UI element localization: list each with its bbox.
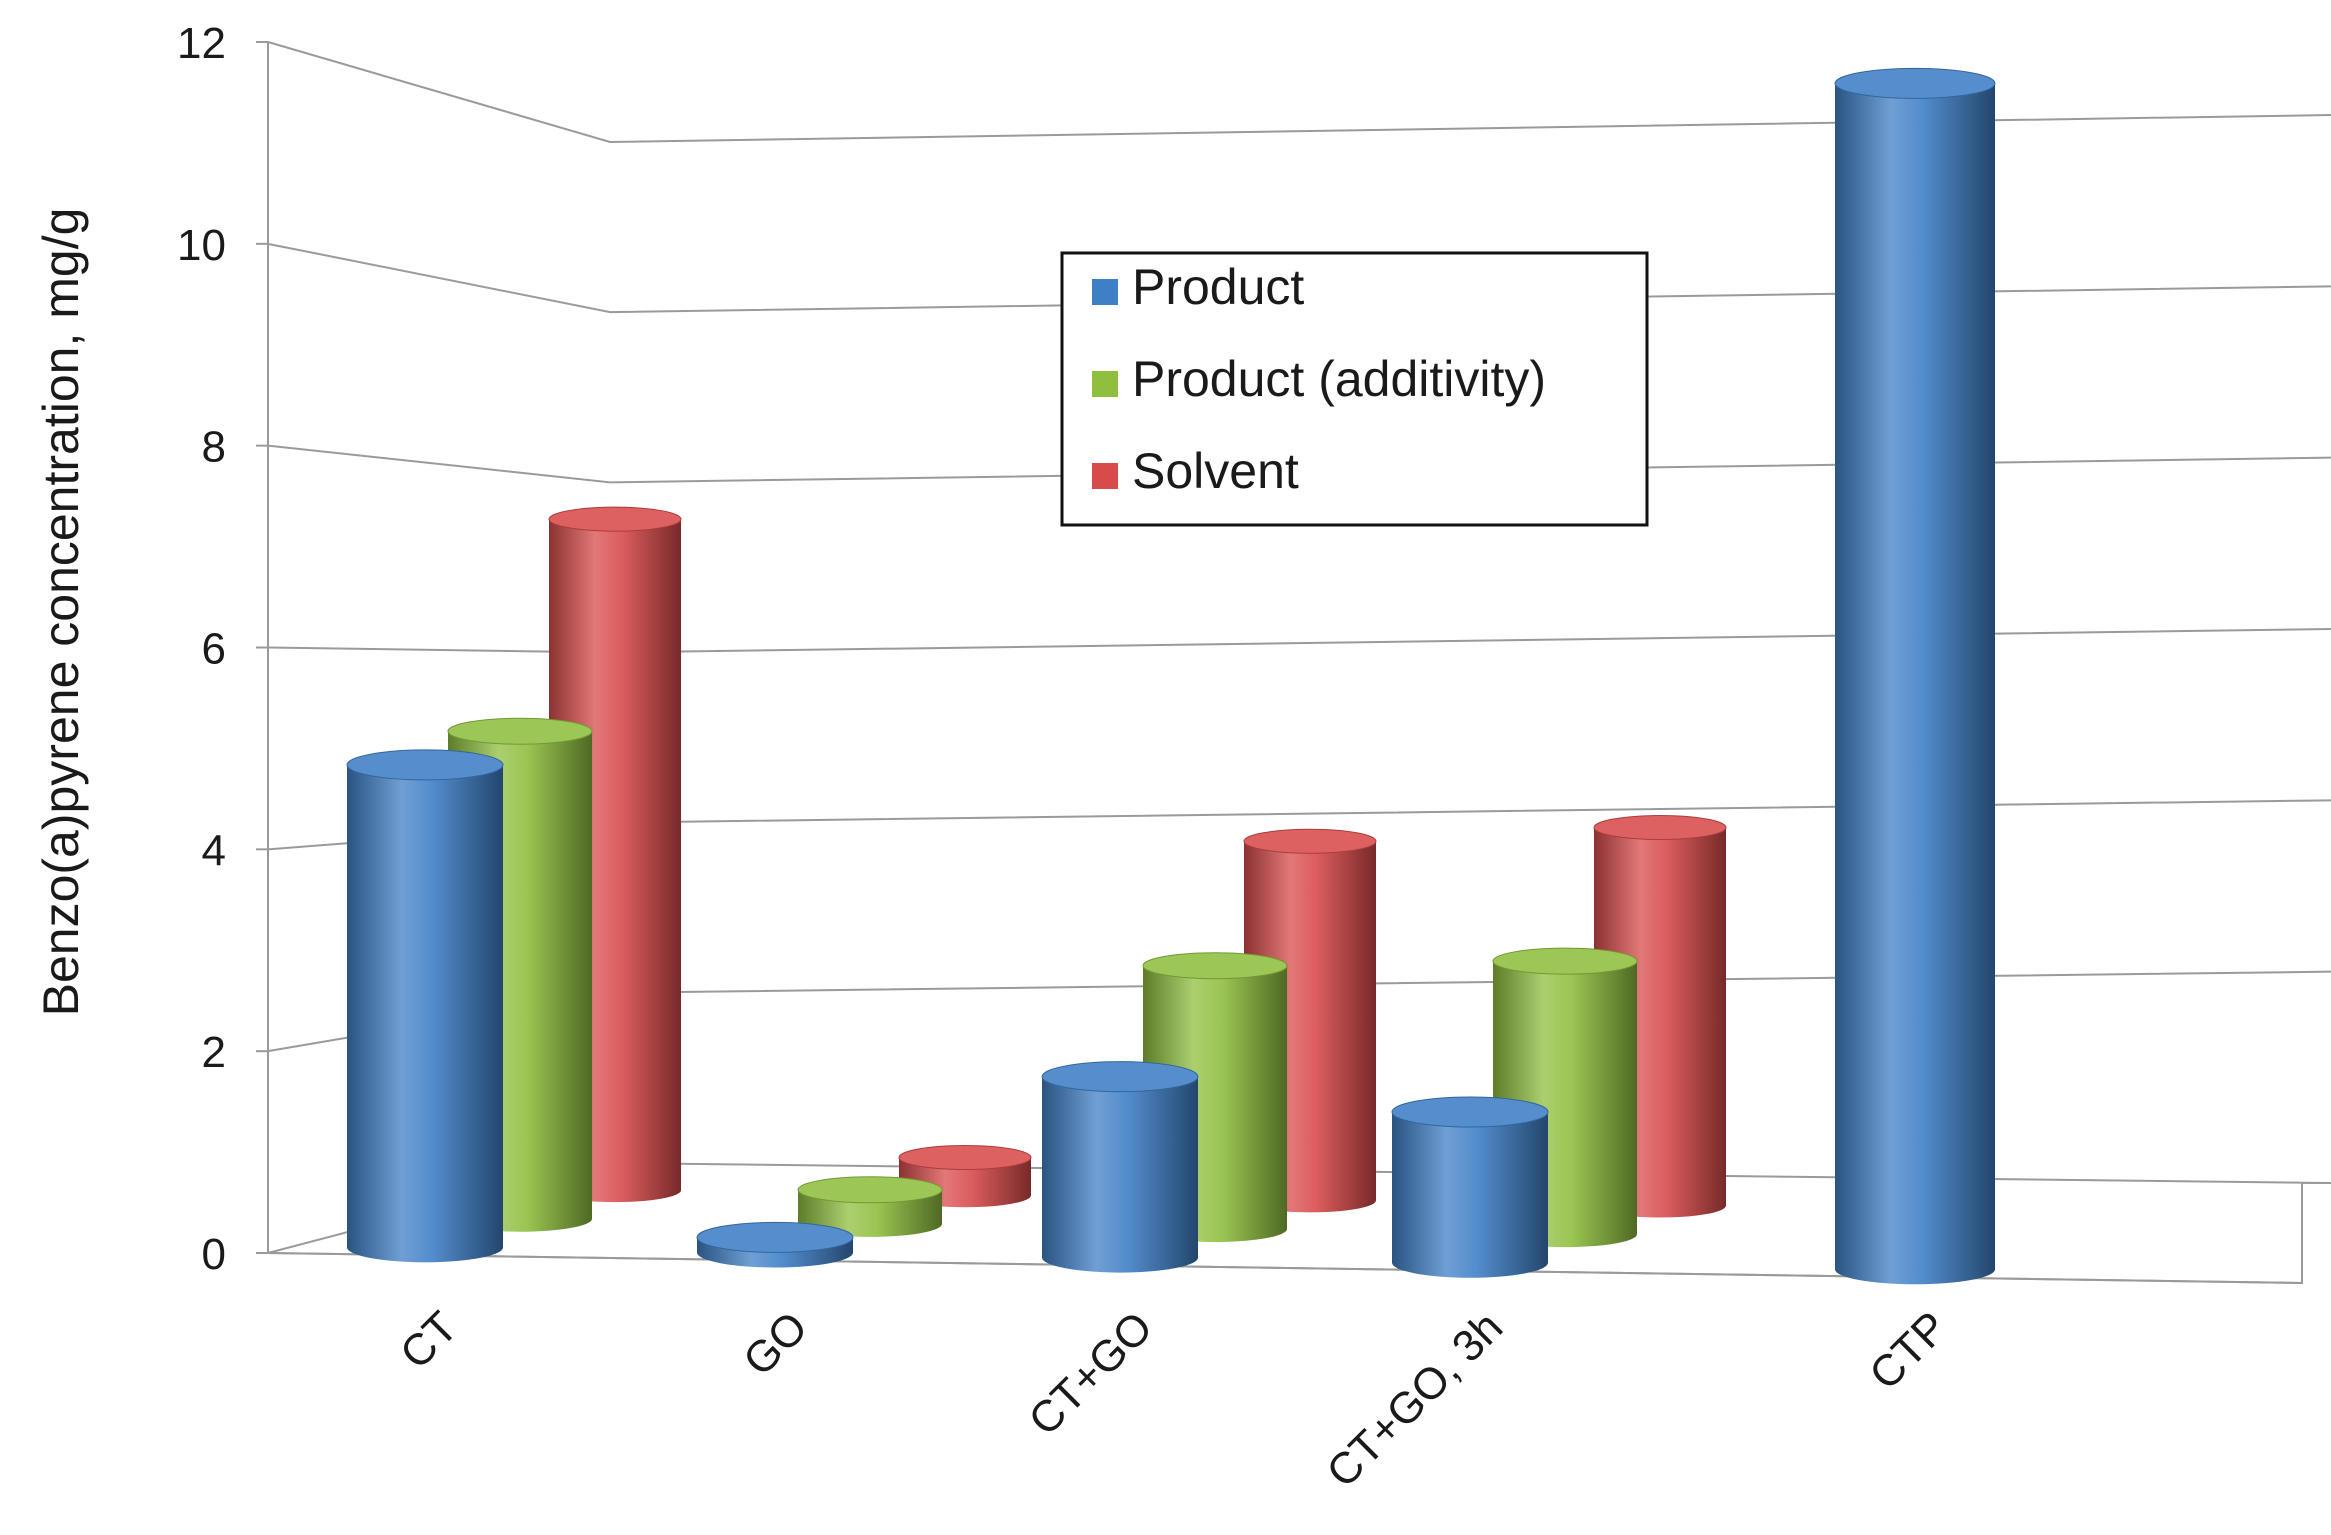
- gridline: [267, 41, 2331, 144]
- x-tick-label: CT+GO: [1019, 1302, 1162, 1445]
- x-axis-ticks: CT GO CT+GO CT+GO, 3h CTP: [391, 1302, 1957, 1497]
- y-tick-label: 2: [202, 1028, 226, 1077]
- y-tick-label: 10: [177, 221, 226, 270]
- x-tick-label: CT: [391, 1302, 467, 1378]
- bar-top: [797, 1176, 943, 1204]
- y-tick-label: 8: [202, 423, 226, 472]
- bar-top: [1142, 952, 1288, 980]
- y-tick-label: 12: [177, 19, 226, 68]
- bar-body: [347, 764, 503, 1263]
- bar-product-ct: [346, 749, 504, 1263]
- bar-top: [898, 1144, 1032, 1170]
- bar-top: [1041, 1061, 1199, 1093]
- y-tick-label: 0: [202, 1230, 226, 1279]
- bar-product-go: [696, 1221, 854, 1268]
- y-axis-title: Benzo(a)pyrene concentration, mg/g: [33, 208, 89, 1017]
- bar-product-ctp: [1834, 67, 1996, 1285]
- legend-label: Product: [1132, 259, 1304, 315]
- bar-top: [696, 1221, 854, 1253]
- y-tick-label: 6: [202, 625, 226, 674]
- floor-front-edge: [267, 1252, 2303, 1284]
- gridline: [267, 242, 2331, 314]
- bar-product-ct-go: [1041, 1061, 1199, 1273]
- x-tick-label: CT+GO, 3h: [1317, 1302, 1512, 1497]
- bars: [346, 67, 1996, 1285]
- legend-swatch: [1092, 279, 1118, 305]
- legend-label: Solvent: [1132, 443, 1299, 499]
- legend-swatch: [1092, 371, 1118, 397]
- bar-top: [1243, 828, 1377, 854]
- bar-top: [1492, 947, 1638, 975]
- bar-top: [1834, 67, 1996, 99]
- bar-product-additivity-go: [797, 1176, 943, 1237]
- gridline: [267, 444, 2331, 484]
- bar-body: [1042, 1076, 1198, 1273]
- y-axis-ticks: 0 2 4 6 8 10 12: [177, 19, 226, 1279]
- bar-top: [548, 506, 682, 532]
- bar-top: [1391, 1096, 1549, 1128]
- legend-box: [1060, 251, 1649, 527]
- bar-top: [447, 717, 593, 745]
- legend: Product Product (additivity) Solvent: [1060, 251, 1649, 527]
- legend-label: Product (additivity): [1132, 351, 1546, 407]
- x-tick-label: CTP: [1860, 1302, 1957, 1399]
- legend-swatch: [1092, 463, 1118, 489]
- y-tick-label: 4: [202, 826, 226, 875]
- bar-product-ct-go-3h: [1391, 1096, 1549, 1278]
- x-tick-label: GO: [734, 1302, 817, 1385]
- bar-top: [1593, 815, 1727, 841]
- bar-top: [346, 749, 504, 781]
- bar-body: [1392, 1111, 1548, 1278]
- bar-body: [1835, 83, 1995, 1285]
